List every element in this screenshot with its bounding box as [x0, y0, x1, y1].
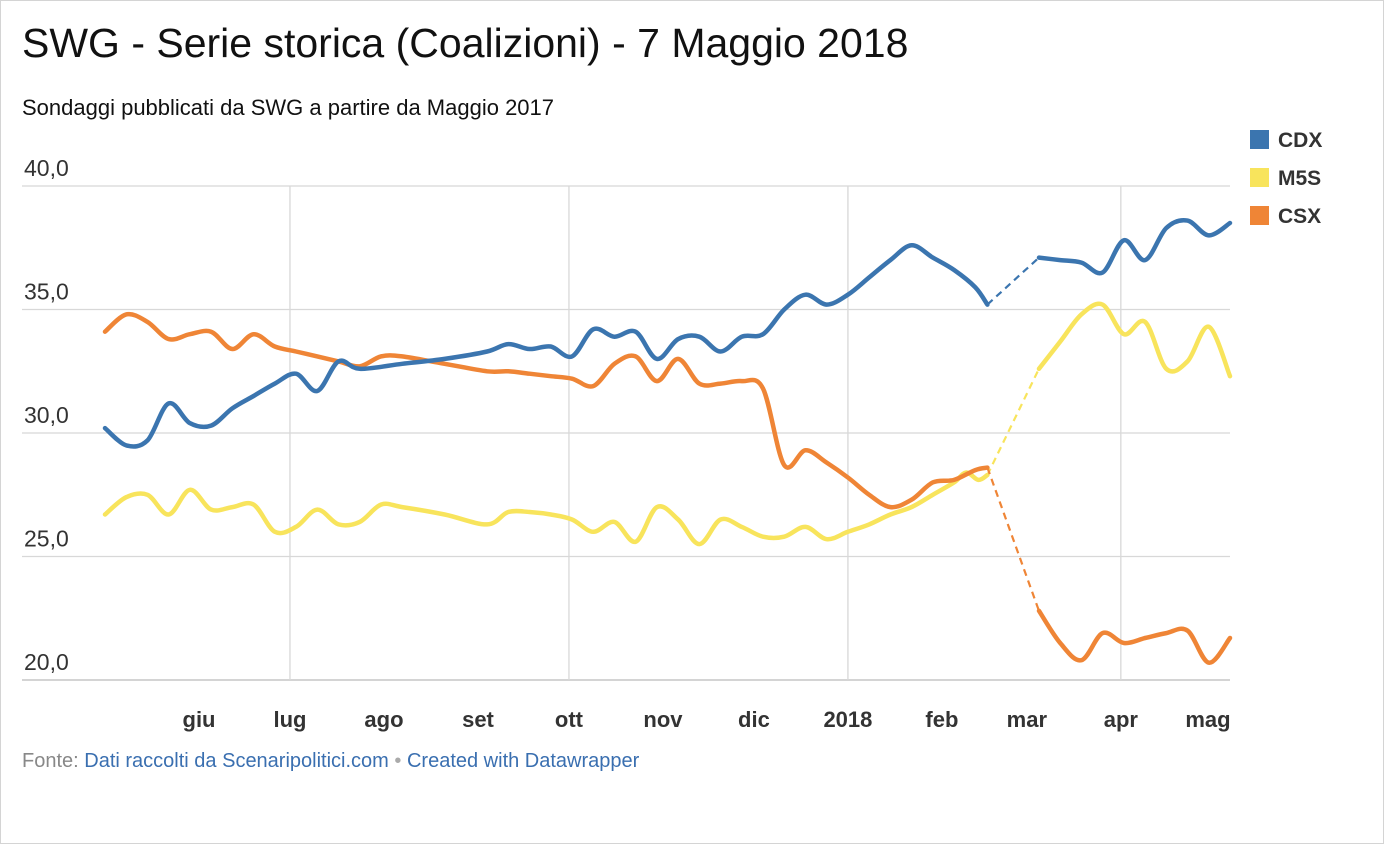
- y-tick-label: 35,0: [24, 279, 69, 305]
- legend-swatch-m5s: [1250, 168, 1269, 187]
- series-lines: [102, 218, 1233, 665]
- legend-label-cdx[interactable]: CDX: [1278, 129, 1322, 152]
- series-gap-cdx: [986, 256, 1040, 306]
- legend[interactable]: CDX M5S CSX: [1250, 129, 1322, 228]
- series-line-csx-part2[interactable]: [1036, 608, 1233, 665]
- legend-label-csx[interactable]: CSX: [1278, 205, 1321, 228]
- x-tick-label: lug: [273, 707, 306, 732]
- series-line-m5s-part1[interactable]: [102, 470, 990, 547]
- x-tick-label: ago: [364, 707, 403, 732]
- source-label: Fonte:: [22, 750, 79, 772]
- x-tick-label: set: [462, 707, 494, 732]
- chart-subtitle: Sondaggi pubblicati da SWG a partire da …: [22, 95, 555, 120]
- legend-label-m5s[interactable]: M5S: [1278, 167, 1321, 190]
- chart-title: SWG - Serie storica (Coalizioni) - 7 Mag…: [22, 20, 909, 66]
- series-line-m5s-part2[interactable]: [1036, 301, 1233, 379]
- series-gap-csx: [986, 467, 1040, 612]
- x-tick-label: apr: [1104, 707, 1139, 732]
- y-axis-ticks: 40,0 35,0 30,0 25,0 20,0: [24, 155, 69, 675]
- y-tick-label: 20,0: [24, 649, 69, 675]
- x-tick-label: feb: [925, 707, 958, 732]
- series-line-cdx-part1[interactable]: [102, 243, 990, 449]
- x-axis-ticks: giu lug ago set ott nov dic 2018 feb mar apr mag: [183, 707, 1231, 732]
- y-tick-label: 40,0: [24, 155, 69, 181]
- chart-footer: Fonte: Dati raccolti da Scenaripolitici.…: [22, 750, 639, 773]
- y-tick-label: 25,0: [24, 526, 69, 552]
- x-tick-label: mar: [1007, 707, 1048, 732]
- x-tick-label: dic: [738, 707, 770, 732]
- legend-swatch-csx: [1250, 206, 1269, 225]
- series-line-cdx-part2[interactable]: [1036, 218, 1233, 276]
- x-tick-label: ott: [555, 707, 584, 732]
- series-gap-m5s: [986, 368, 1040, 476]
- footer-separator: •: [394, 750, 402, 772]
- x-tick-label: 2018: [823, 707, 872, 732]
- x-tick-label: mag: [1185, 707, 1230, 732]
- source-link[interactable]: Dati raccolti da Scenaripolitici.com: [84, 750, 389, 772]
- y-tick-label: 30,0: [24, 402, 69, 428]
- legend-swatch-cdx: [1250, 130, 1269, 149]
- x-tick-label: nov: [643, 707, 683, 732]
- x-tick-label: giu: [183, 707, 216, 732]
- credit-link[interactable]: Created with Datawrapper: [406, 750, 640, 772]
- gridlines: [22, 185, 1230, 681]
- series-line-csx-part1[interactable]: [102, 311, 990, 510]
